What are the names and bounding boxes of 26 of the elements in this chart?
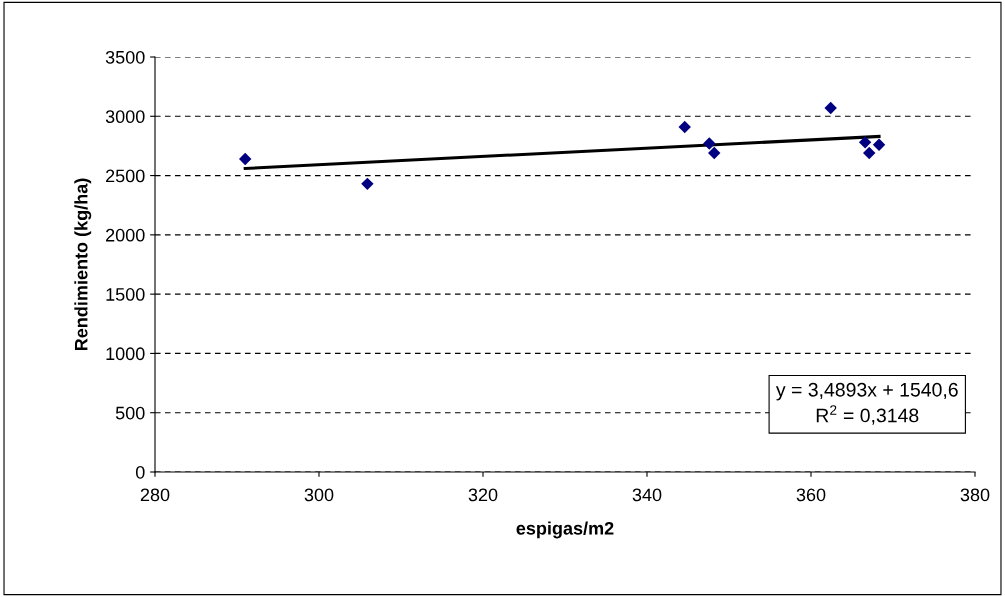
y-tick-label: 3000: [105, 110, 145, 124]
point: [863, 146, 876, 160]
point: [238, 152, 252, 166]
point: [872, 138, 886, 151]
x-tick-label: 340: [632, 488, 662, 502]
x-tick-label: 280: [140, 488, 170, 502]
x-tick-label: 320: [468, 488, 498, 502]
x-tick-label: 380: [960, 488, 990, 502]
y-tick-label: 500: [115, 406, 145, 420]
x-tick-label: 360: [796, 488, 826, 502]
annotation: y = 3,4893x + 1540,6 R$^{2}$ = 0,3148: [775, 382, 958, 425]
y-tick-label: 2000: [106, 228, 145, 242]
y-tick-label: 0: [135, 465, 145, 479]
y-tick-label: 3500: [105, 50, 145, 64]
point: [824, 101, 837, 115]
y-tick-label: 1000: [106, 347, 145, 361]
point: [858, 136, 872, 149]
y-tick-label: 1500: [106, 288, 145, 301]
point: [361, 177, 374, 191]
point: [708, 146, 721, 160]
x-tick-label: 300: [304, 488, 334, 502]
x-axis-title: espigas/m2: [516, 521, 614, 539]
y-tick-label: 2500: [106, 169, 145, 183]
y-axis-title: Rendimiento (kg/ha): [74, 178, 92, 351]
point: [703, 137, 716, 150]
point: [678, 120, 691, 134]
